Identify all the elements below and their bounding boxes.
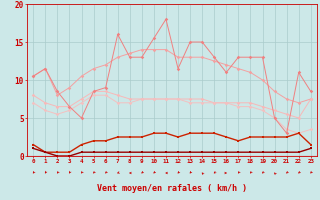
X-axis label: Vent moyen/en rafales ( km/h ): Vent moyen/en rafales ( km/h ) <box>97 184 247 193</box>
